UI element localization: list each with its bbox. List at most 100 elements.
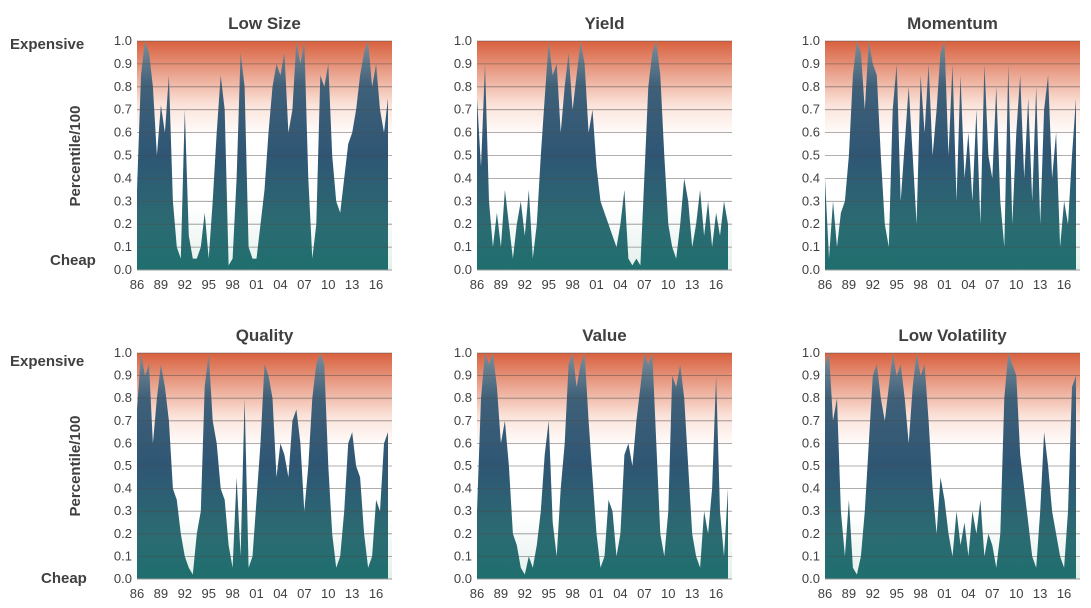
y-tick-label: 0.1	[802, 239, 820, 254]
y-tick-label: 0.4	[802, 170, 820, 185]
y-tick-label: 0.7	[454, 413, 472, 428]
y-tick-label: 0.4	[114, 481, 132, 496]
x-tick-label: 07	[297, 586, 311, 601]
x-tick-label: 95	[889, 586, 903, 601]
x-tick-label: 86	[130, 586, 144, 601]
x-tick-label: 92	[518, 586, 532, 601]
x-tick-label: 89	[494, 586, 508, 601]
y-tick-label: 1.0	[114, 33, 132, 48]
x-tick-label: 98	[565, 586, 579, 601]
y-tick-label: 0.6	[454, 125, 472, 140]
x-tick-label: 98	[225, 277, 239, 292]
x-tick-label: 01	[589, 277, 603, 292]
panel-title: Momentum	[907, 14, 998, 33]
y-tick-label: 0.8	[114, 79, 132, 94]
x-tick-label: 92	[866, 277, 880, 292]
x-tick-label: 92	[178, 277, 192, 292]
y-tick-label: 0.3	[114, 193, 132, 208]
x-tick-label: 86	[818, 277, 832, 292]
y-tick-label: 0.4	[114, 170, 132, 185]
y-tick-label: 0.3	[454, 193, 472, 208]
y-tick-label: 0.8	[454, 390, 472, 405]
y-tick-label: 1.0	[114, 345, 132, 360]
x-tick-label: 13	[1033, 586, 1047, 601]
y-tick-label: 1.0	[454, 345, 472, 360]
panel-title: Low Size	[228, 14, 301, 33]
x-tick-label: 10	[1009, 277, 1023, 292]
x-tick-label: 13	[685, 586, 699, 601]
panel-momentum: Momentum 0.0 0.1 0.2 0.3 0.4 0.5 0.6 0.7 0.8 0.9 1.…	[802, 14, 1080, 292]
y-tick-label: 0.0	[802, 262, 820, 277]
y-tick-label: 0.2	[114, 216, 132, 231]
x-tick-label: 01	[937, 586, 951, 601]
x-tick-label: 10	[661, 586, 675, 601]
y-tick-label: 0.8	[114, 390, 132, 405]
panel-low-volatility: Low Volatility 0.0 0.1 0.2 0.3 0.4 0.5 0.6 0.7 0.…	[802, 326, 1080, 601]
x-tick-label: 10	[661, 277, 675, 292]
x-tick-label: 95	[541, 277, 555, 292]
x-tick-label: 95	[541, 586, 555, 601]
y-tick-label: 0.1	[802, 548, 820, 563]
x-tick-label: 98	[565, 277, 579, 292]
x-tick-label: 13	[685, 277, 699, 292]
panel-yield: Yield 0.0 0.1 0.2 0.3 0.4 0.5 0.6 0.7 0.8 0.9 1.0 86…	[454, 14, 732, 292]
y-tick-label: 0.4	[454, 481, 472, 496]
x-tick-label: 04	[961, 277, 975, 292]
x-tick-label: 16	[369, 586, 383, 601]
y-tick-label: 0.9	[114, 368, 132, 383]
expensive-label-top: Expensive	[10, 36, 84, 53]
x-tick-label: 92	[518, 277, 532, 292]
y-tick-label: 0.9	[114, 56, 132, 71]
y-tick-label: 0.0	[454, 262, 472, 277]
x-tick-label: 89	[494, 277, 508, 292]
y-tick-label: 0.5	[114, 458, 132, 473]
x-tick-label: 10	[1009, 586, 1023, 601]
x-tick-label: 92	[866, 586, 880, 601]
y-tick-label: 0.9	[802, 56, 820, 71]
x-tick-label: 16	[1057, 277, 1071, 292]
y-tick-label: 0.1	[114, 548, 132, 563]
y-tick-label: 0.0	[114, 571, 132, 586]
y-tick-label: 0.7	[802, 102, 820, 117]
x-tick-label: 07	[985, 277, 999, 292]
y-tick-label: 0.1	[454, 548, 472, 563]
x-tick-label: 10	[321, 586, 335, 601]
panel-title: Low Volatility	[898, 326, 1007, 345]
cheap-label-top: Cheap	[50, 252, 96, 269]
y-tick-label: 0.1	[114, 239, 132, 254]
y-tick-label: 0.6	[802, 435, 820, 450]
y-tick-label: 0.0	[454, 571, 472, 586]
y-tick-label: 0.8	[802, 79, 820, 94]
y-tick-label: 0.3	[454, 503, 472, 518]
y-tick-label: 0.5	[454, 148, 472, 163]
x-tick-label: 89	[154, 277, 168, 292]
y-tick-label: 0.7	[114, 413, 132, 428]
x-tick-label: 04	[273, 277, 287, 292]
panel-title: Value	[582, 326, 626, 345]
panel-title: Quality	[236, 326, 294, 345]
panel-low-size: Low Size 0.0 0.1 0.2 0.3 0.4 0.5 0.6 0.7 0.8 0.9 1.…	[114, 14, 392, 292]
panel-title: Yield	[585, 14, 625, 33]
y-tick-label: 0.3	[114, 503, 132, 518]
x-tick-label: 89	[842, 277, 856, 292]
y-tick-label: 0.8	[802, 390, 820, 405]
series-area	[477, 353, 728, 579]
y-tick-label: 0.5	[114, 148, 132, 163]
y-tick-label: 0.1	[454, 239, 472, 254]
y-tick-label: 0.0	[802, 571, 820, 586]
x-tick-label: 16	[709, 277, 723, 292]
y-tick-label: 0.7	[454, 102, 472, 117]
x-tick-label: 98	[225, 586, 239, 601]
cheap-label-bottom: Cheap	[41, 570, 87, 587]
x-tick-label: 13	[345, 586, 359, 601]
y-tick-label: 0.6	[114, 435, 132, 450]
x-tick-label: 92	[178, 586, 192, 601]
y-tick-label: 0.6	[802, 125, 820, 140]
x-tick-label: 98	[913, 586, 927, 601]
y-tick-label: 0.9	[454, 56, 472, 71]
y-tick-label: 0.9	[454, 368, 472, 383]
x-tick-label: 01	[249, 586, 263, 601]
y-tick-label: 0.6	[114, 125, 132, 140]
x-tick-label: 16	[709, 586, 723, 601]
